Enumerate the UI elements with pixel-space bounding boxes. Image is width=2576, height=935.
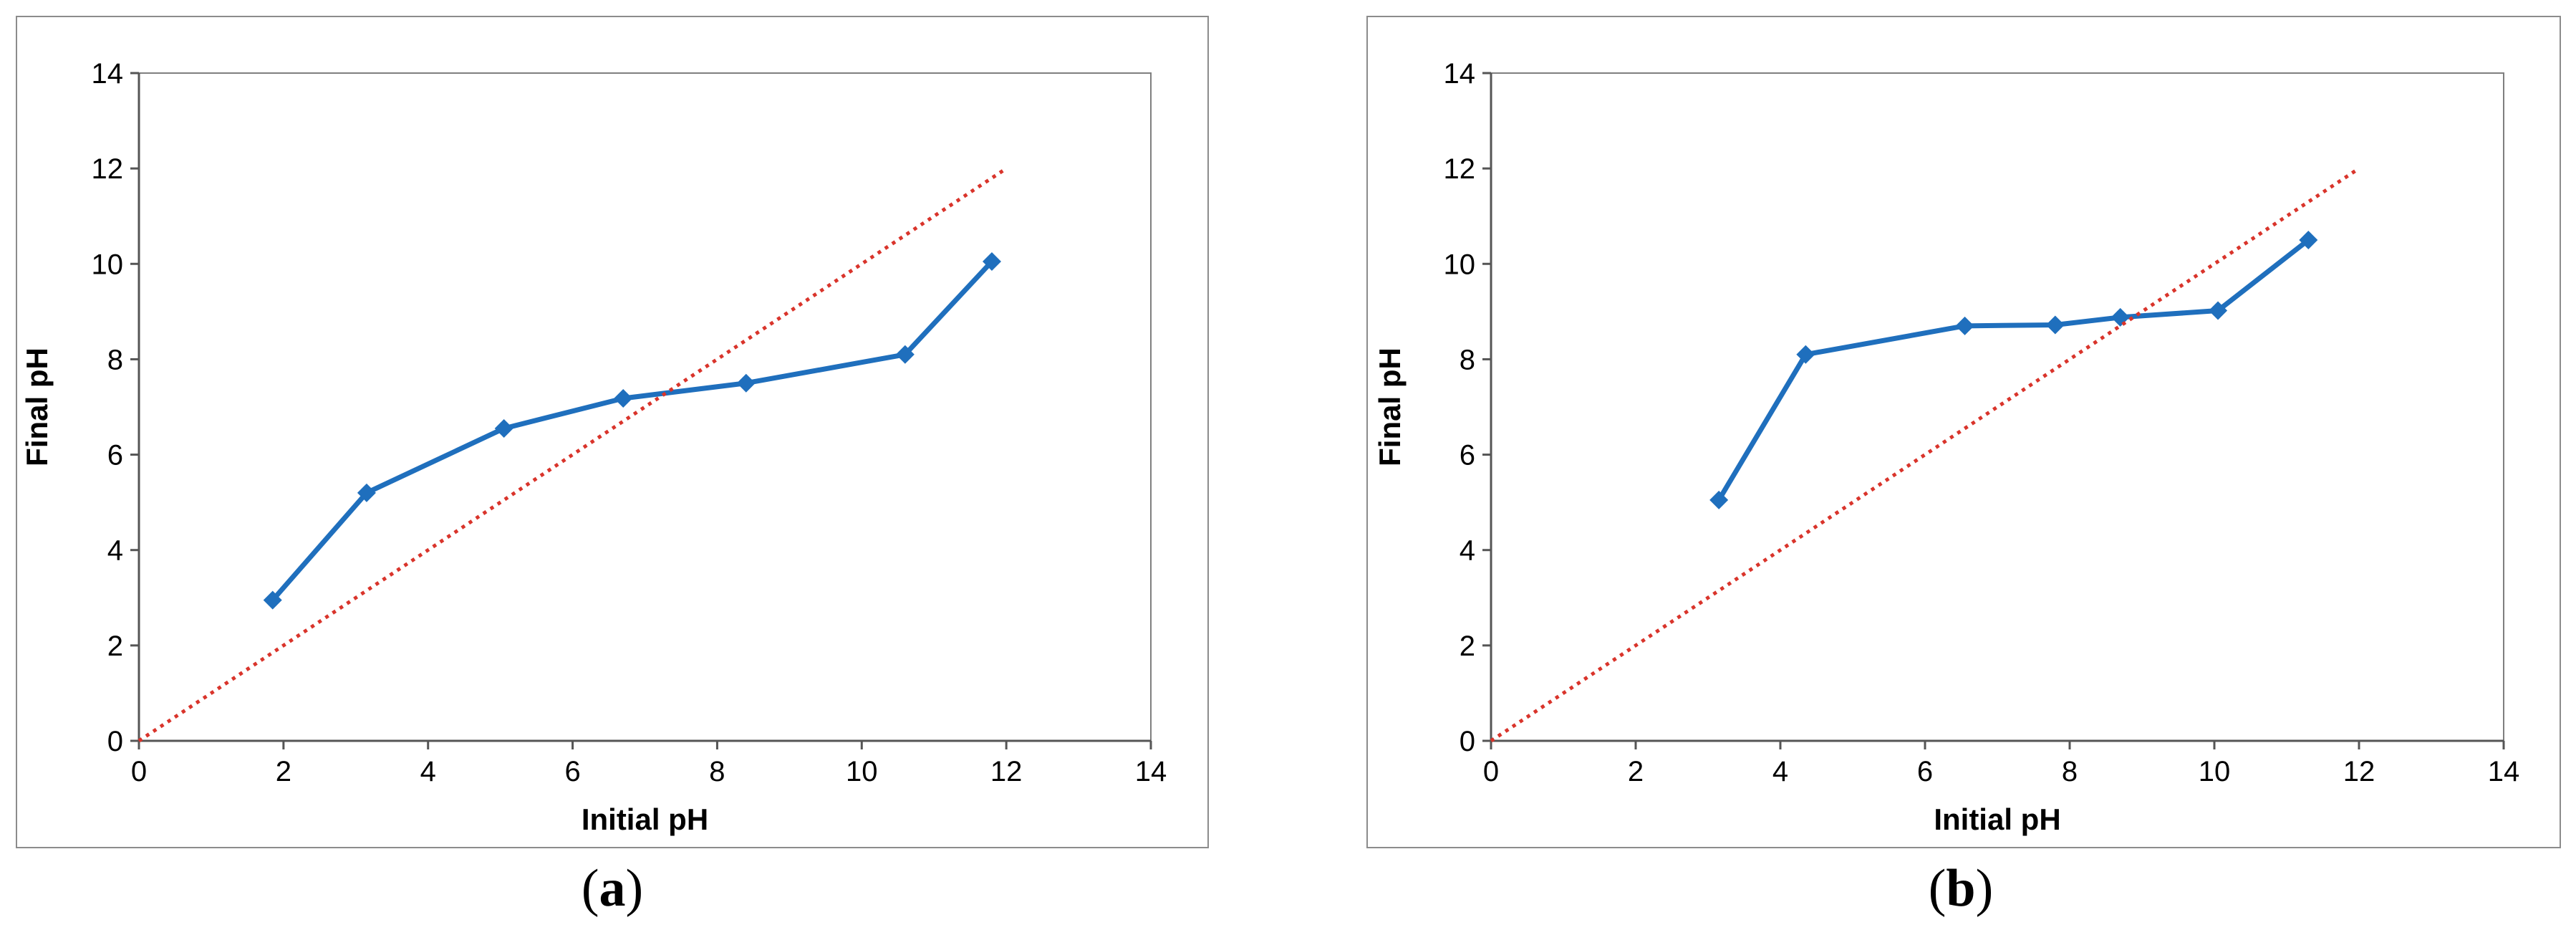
data-point: [982, 251, 1001, 271]
y-tick-label: 6: [1460, 440, 1475, 471]
x-tick-label: 4: [1772, 756, 1788, 787]
x-tick-label: 12: [990, 756, 1023, 787]
data-point: [494, 418, 513, 438]
x-axis-label: Initial pH: [582, 802, 708, 836]
y-tick-label: 10: [1444, 249, 1476, 280]
x-tick-label: 0: [131, 756, 147, 787]
y-tick-label: 8: [107, 344, 123, 375]
y-axis-label: Final pH: [20, 347, 54, 466]
y-tick-label: 12: [92, 153, 124, 185]
y-tick-label: 0: [107, 726, 123, 757]
data-point: [2045, 315, 2065, 335]
x-axis-label: Initial pH: [1934, 802, 2060, 836]
x-tick-label: 8: [2062, 756, 2078, 787]
data-point: [263, 590, 282, 610]
series-line: [1717, 238, 2310, 502]
y-tick-label: 4: [1460, 535, 1475, 567]
y-tick-label: 0: [1460, 726, 1475, 757]
y-tick-label: 2: [1460, 630, 1475, 662]
y-tick-label: 4: [107, 535, 123, 567]
y-tick-label: 6: [107, 440, 123, 471]
reference-line: [1490, 167, 2360, 743]
x-tick-label: 14: [2488, 756, 2520, 787]
y-axis-label: Final pH: [1373, 347, 1407, 466]
data-point: [2209, 301, 2228, 320]
chart-panel-a: [16, 16, 1209, 848]
y-tick-label: 12: [1444, 153, 1476, 185]
y-tick-label: 8: [1460, 344, 1475, 375]
data-point: [1796, 345, 1815, 364]
y-tick-label: 14: [92, 58, 124, 90]
data-point: [357, 483, 376, 502]
x-tick-label: 12: [2343, 756, 2375, 787]
x-tick-label: 8: [709, 756, 725, 787]
x-tick-label: 6: [1917, 756, 1933, 787]
caption-a: (a): [581, 859, 644, 918]
y-tick-label: 2: [107, 630, 123, 662]
x-tick-label: 10: [846, 756, 878, 787]
x-tick-label: 0: [1483, 756, 1499, 787]
x-tick-label: 14: [1135, 756, 1167, 787]
data-point: [2299, 231, 2318, 249]
caption-b: (b): [1928, 859, 1994, 918]
data-point: [736, 373, 756, 393]
x-tick-label: 4: [420, 756, 436, 787]
reference-line: [138, 167, 1008, 743]
y-tick-label: 14: [1444, 58, 1476, 90]
data-point: [1709, 490, 1729, 509]
data-point: [2111, 307, 2130, 327]
x-tick-label: 2: [276, 756, 291, 787]
y-tick-label: 10: [92, 249, 124, 280]
x-tick-label: 2: [1628, 756, 1644, 787]
x-tick-label: 10: [2199, 756, 2231, 787]
data-point: [895, 345, 915, 364]
chart-panel-b: [1366, 16, 2561, 848]
data-point: [1955, 316, 1974, 335]
data-point: [614, 389, 633, 408]
x-tick-label: 6: [564, 756, 580, 787]
